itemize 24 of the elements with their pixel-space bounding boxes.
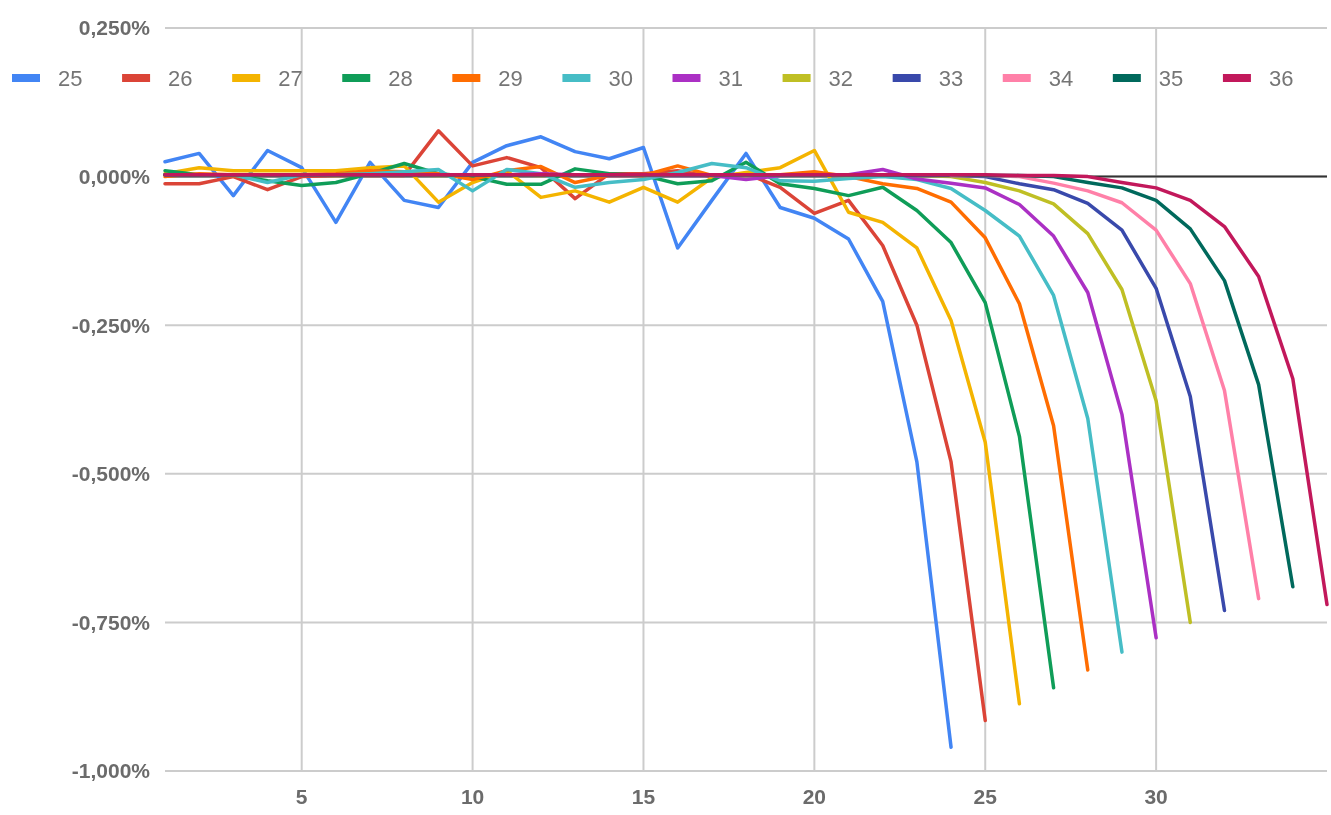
legend-label: 28 xyxy=(388,65,413,91)
y-tick-label: -0,250% xyxy=(71,313,151,337)
x-tick-label: 15 xyxy=(631,785,656,808)
y-tick-label: -0,500% xyxy=(71,462,151,486)
legend-label: 35 xyxy=(1158,65,1184,91)
legend-label: 36 xyxy=(1268,65,1294,91)
x-tick-label: 20 xyxy=(802,785,827,808)
legend-label: 27 xyxy=(278,65,303,91)
y-tick-label: 0,250% xyxy=(78,16,151,40)
legend-label: 34 xyxy=(1048,65,1074,91)
y-tick-label: -1,000% xyxy=(71,759,151,783)
x-tick-label: 30 xyxy=(1144,785,1168,808)
y-tick-label: 0,000% xyxy=(78,164,151,188)
legend-label: 32 xyxy=(828,65,854,91)
legend-label: 30 xyxy=(608,65,633,91)
legend-label: 26 xyxy=(168,65,193,91)
x-tick-label: 25 xyxy=(973,785,998,808)
x-tick-label: 10 xyxy=(460,785,485,808)
legend-label: 33 xyxy=(938,65,964,91)
legend-label: 29 xyxy=(498,65,523,91)
y-tick-label: -0,750% xyxy=(71,610,151,634)
legend-label: 25 xyxy=(58,65,83,91)
legend-label: 31 xyxy=(718,65,743,91)
x-tick-label: 5 xyxy=(295,785,308,808)
